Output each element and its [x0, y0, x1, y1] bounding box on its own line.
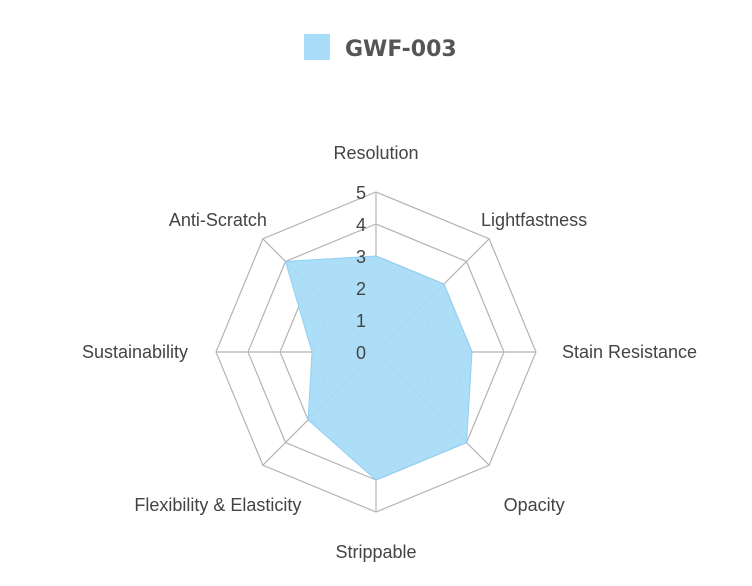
- tick-label-2: 2: [356, 279, 366, 299]
- axis-label-sustainability: Sustainability: [82, 342, 188, 362]
- axis-label-flexibility-elasticity: Flexibility & Elasticity: [134, 495, 301, 515]
- axis-label-lightfastness: Lightfastness: [481, 210, 587, 230]
- tick-label-3: 3: [356, 247, 366, 267]
- series-area-gwf-003[interactable]: [284, 255, 473, 481]
- legend[interactable]: GWF-003: [304, 34, 457, 62]
- axis-label-resolution: Resolution: [333, 143, 418, 163]
- tick-label-1: 1: [356, 311, 366, 331]
- series-layer: [284, 255, 473, 481]
- axis-label-stain-resistance: Stain Resistance: [562, 342, 697, 362]
- tick-label-4: 4: [356, 215, 366, 235]
- legend-swatch-gwf-003[interactable]: [304, 34, 330, 60]
- legend-label-gwf-003[interactable]: GWF-003: [345, 37, 457, 62]
- axis-label-opacity: Opacity: [504, 495, 565, 515]
- axis-labels: Resolution Lightfastness Stain Resistance O…: [82, 143, 697, 562]
- axis-label-strippable: Strippable: [335, 542, 416, 562]
- tick-label-0: 0: [356, 343, 366, 363]
- axis-label-anti-scratch: Anti-Scratch: [169, 210, 267, 230]
- radial-tick-labels: 0 1 2 3 4 5: [356, 183, 366, 363]
- tick-label-5: 5: [356, 183, 366, 203]
